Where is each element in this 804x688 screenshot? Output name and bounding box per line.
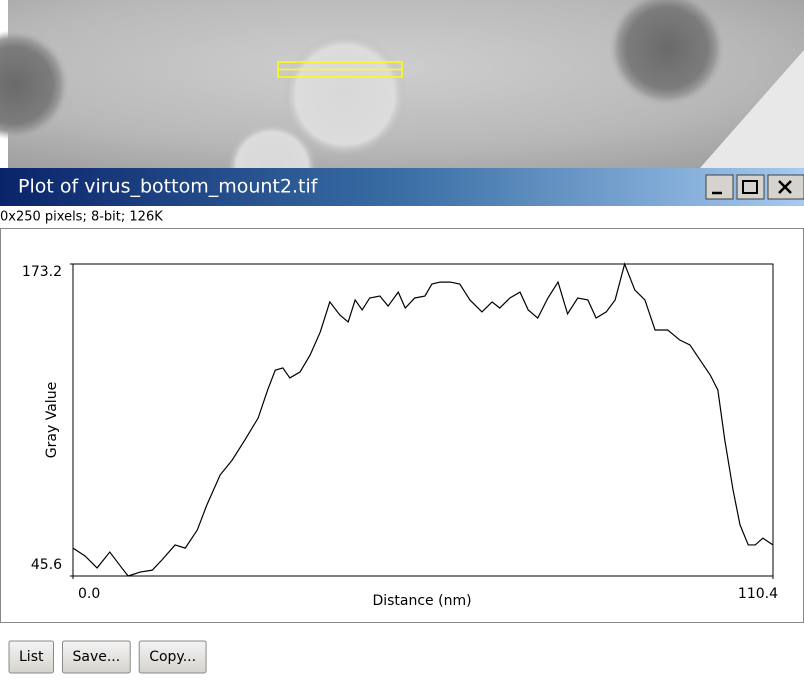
minimize-button[interactable] (706, 175, 733, 199)
plot-panel (1, 229, 804, 623)
y-axis-label: Gray Value (44, 382, 60, 458)
button-label: Copy... (149, 649, 196, 665)
y-tick-label: 45.6 (31, 557, 62, 573)
image-info: 0x250 pixels; 8-bit; 126K (0, 210, 163, 225)
maximize-button[interactable] (737, 175, 764, 199)
screen: Plot of virus_bottom_mount2.tif 0x250 pi… (0, 0, 804, 688)
button-label: Save... (72, 649, 120, 665)
window-controls (706, 175, 804, 199)
x-tick-label: 110.4 (738, 586, 778, 602)
button-row: List Save... Copy... (9, 641, 206, 673)
x-axis-label: Distance (nm) (372, 593, 471, 609)
button-label: List (19, 649, 44, 665)
y-tick-label: 173.2 (22, 264, 62, 280)
window-title: Plot of virus_bottom_mount2.tif (18, 176, 319, 198)
page-body: Plot of virus_bottom_mount2.tif 0x250 pi… (0, 0, 804, 688)
x-tick-label: 0.0 (78, 586, 100, 602)
page: Plot window {"window": {"title": "Plot o… (0, 0, 804, 688)
